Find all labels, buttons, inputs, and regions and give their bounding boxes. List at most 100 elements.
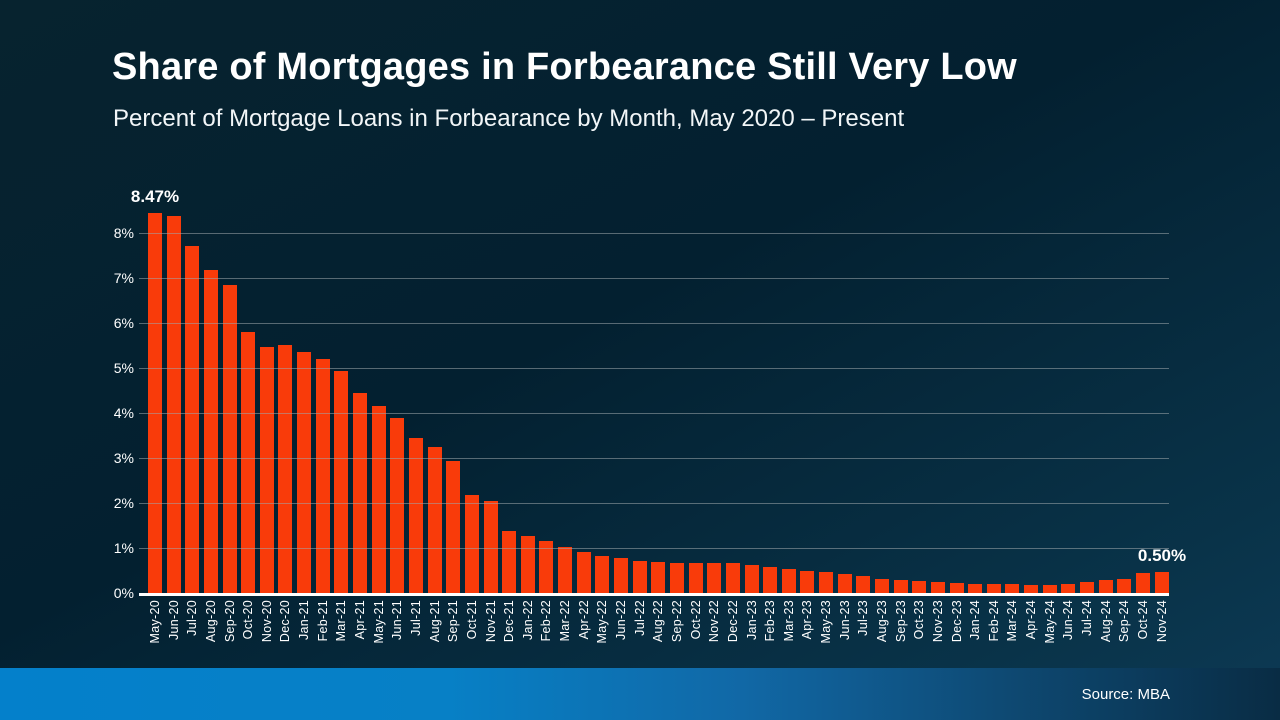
x-tick-label: Sep-22	[669, 600, 684, 643]
bar-Jan-22	[520, 535, 535, 594]
bar-Mar-24	[1005, 584, 1020, 594]
x-tick-label: Mar-24	[1005, 600, 1020, 642]
bar-Jul-20	[185, 245, 200, 594]
x-tick-Dec-21: Dec-21	[502, 600, 516, 664]
x-tick-Apr-24: Apr-24	[1024, 600, 1038, 664]
x-tick-label: May-20	[148, 600, 162, 644]
x-tick-label: Mar-23	[781, 600, 796, 642]
x-tick-Sep-22: Sep-22	[670, 600, 684, 664]
x-tick-Jun-23: Jun-23	[838, 600, 852, 664]
bar-Nov-23	[930, 582, 945, 594]
plot-area: 8.47% 0.50%	[131, 174, 1186, 596]
bar-Oct-20	[241, 331, 256, 594]
x-tick-May-24: May-24	[1043, 600, 1057, 664]
bar-May-22	[595, 555, 610, 594]
x-tick-Oct-24: Oct-24	[1136, 600, 1150, 664]
bar-Aug-20	[203, 270, 218, 594]
x-tick-label: Jun-20	[166, 600, 181, 641]
x-tick-Mar-22: Mar-22	[558, 600, 572, 664]
bar-Jun-20	[166, 216, 181, 594]
x-tick-label: Aug-21	[427, 600, 442, 643]
bar-Mar-23	[781, 569, 796, 594]
bar-Sep-20	[222, 284, 237, 594]
bar-May-20	[148, 212, 162, 594]
x-tick-label: Nov-23	[930, 600, 945, 643]
x-tick-Jul-20: Jul-20	[185, 600, 199, 664]
bar-Nov-21	[483, 501, 498, 594]
x-tick-Nov-24: Nov-24	[1155, 600, 1169, 664]
bar-Jan-21	[297, 351, 312, 594]
x-tick-label: Dec-20	[278, 600, 293, 643]
bar-Aug-21	[427, 447, 442, 594]
page-title: Share of Mortgages in Forbearance Still …	[112, 46, 1017, 88]
x-tick-Aug-20: Aug-20	[204, 600, 218, 664]
x-tick-label: Oct-22	[688, 600, 703, 640]
gridline-6%	[139, 323, 1169, 324]
x-tick-Oct-20: Oct-20	[241, 600, 255, 664]
x-tick-Feb-23: Feb-23	[763, 600, 777, 664]
x-tick-label: Jan-21	[297, 600, 312, 641]
x-tick-label: Nov-22	[707, 600, 722, 643]
gridline-3%	[139, 458, 1169, 459]
bar-Dec-23	[949, 583, 964, 594]
x-tick-label: May-21	[371, 600, 386, 644]
bar-Feb-21	[315, 359, 330, 594]
x-tick-label: Jul-24	[1080, 600, 1095, 636]
x-tick-May-21: May-21	[372, 600, 386, 664]
bar-Apr-22	[576, 551, 591, 594]
x-tick-Jan-21: Jan-21	[297, 600, 311, 664]
x-tick-label: Oct-23	[912, 600, 927, 640]
x-tick-Jan-22: Jan-22	[521, 600, 535, 664]
x-tick-Dec-23: Dec-23	[950, 600, 964, 664]
x-tick-label: Feb-24	[986, 600, 1001, 642]
bar-Apr-24	[1024, 584, 1039, 594]
y-tick-label-7%: 7%	[113, 270, 134, 286]
bar-Oct-22	[688, 562, 703, 594]
bar-Feb-22	[539, 540, 554, 594]
x-tick-label: Jan-24	[968, 600, 983, 641]
x-tick-label: Apr-23	[800, 600, 815, 640]
x-tick-label: May-22	[595, 600, 610, 644]
x-tick-label: Dec-21	[502, 600, 517, 643]
bar-Nov-24	[1154, 571, 1169, 594]
x-tick-Mar-21: Mar-21	[334, 600, 348, 664]
gridline-5%	[139, 368, 1169, 369]
x-tick-label: Apr-22	[576, 600, 591, 640]
x-tick-label: Feb-23	[763, 600, 778, 642]
x-tick-Aug-23: Aug-23	[875, 600, 889, 664]
x-tick-label: Jun-23	[837, 600, 852, 641]
x-tick-label: Mar-22	[558, 600, 573, 642]
x-tick-label: Apr-21	[353, 600, 368, 640]
bar-Dec-20	[278, 345, 293, 594]
gridline-1%	[139, 548, 1169, 549]
x-tick-label: Aug-23	[874, 600, 889, 643]
bar-Jun-23	[837, 574, 852, 594]
x-tick-Jun-20: Jun-20	[167, 600, 181, 664]
x-tick-label: Dec-23	[949, 600, 964, 643]
x-tick-label: Feb-22	[539, 600, 554, 642]
bar-May-24	[1042, 584, 1057, 594]
x-tick-Feb-22: Feb-22	[539, 600, 553, 664]
x-tick-label: Jan-22	[520, 600, 535, 641]
bar-Mar-21	[334, 370, 349, 594]
x-tick-Aug-21: Aug-21	[428, 600, 442, 664]
x-tick-Apr-23: Apr-23	[800, 600, 814, 664]
x-tick-Feb-21: Feb-21	[316, 600, 330, 664]
source-label: Source: MBA	[1081, 685, 1170, 703]
x-tick-label: Aug-24	[1098, 600, 1113, 643]
y-tick-label-5%: 5%	[113, 360, 134, 376]
x-tick-Mar-23: Mar-23	[782, 600, 796, 664]
y-tick-label-1%: 1%	[113, 540, 134, 556]
x-tick-Nov-20: Nov-20	[260, 600, 274, 664]
bar-Sep-21	[446, 460, 461, 594]
y-tick-label-4%: 4%	[113, 405, 134, 421]
x-tick-Nov-22: Nov-22	[707, 600, 721, 664]
x-tick-Jul-21: Jul-21	[409, 600, 423, 664]
bars-container	[148, 174, 1169, 594]
bar-Jun-24	[1061, 583, 1076, 594]
x-tick-label: Sep-23	[893, 600, 908, 643]
y-tick-label-3%: 3%	[113, 450, 134, 466]
x-tick-label: Jun-21	[390, 600, 405, 641]
x-tick-label: Jul-20	[185, 600, 200, 636]
